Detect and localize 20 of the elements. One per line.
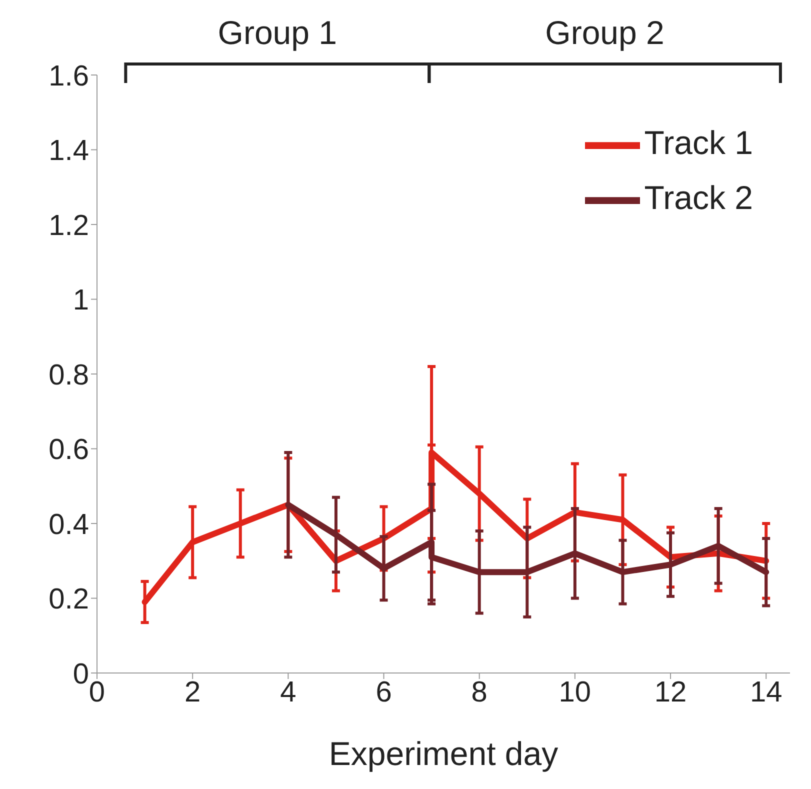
x-tick-label: 10: [558, 676, 592, 709]
y-tick-label: 0.6: [48, 434, 89, 466]
text: Group 2: [545, 14, 664, 51]
y-tick-label: 1.2: [48, 210, 89, 242]
x-axis-title: Experiment day: [328, 735, 559, 772]
y-tick-label: 0.4: [48, 508, 89, 541]
legend-label: Track 1: [644, 124, 753, 162]
y-tick-label: 1.6: [48, 60, 89, 92]
x-tick-label: 8: [471, 676, 488, 709]
x-tick-label: 14: [750, 676, 782, 709]
y-tick-label: 0.2: [48, 584, 89, 616]
x-tick-label: 12: [654, 676, 687, 709]
y-tick-label: 0.8: [48, 359, 89, 392]
y-tick-label: 1.4: [48, 135, 89, 168]
legend-label: Track 2: [644, 179, 753, 216]
text: Group 1: [218, 14, 338, 51]
x-tick-label: 6: [376, 676, 392, 709]
x-tick-label: 2: [184, 676, 201, 709]
y-tick-label: 1: [72, 284, 89, 317]
x-tick-label: 4: [280, 676, 296, 709]
